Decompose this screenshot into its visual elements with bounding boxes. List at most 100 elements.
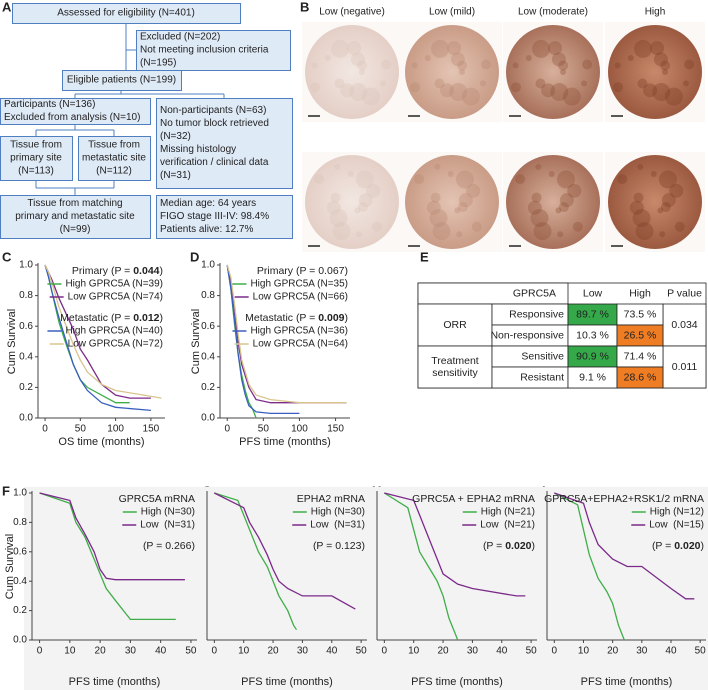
tissue-texture bbox=[613, 82, 624, 93]
survival-curve bbox=[554, 492, 695, 600]
table-row-label: Resistant bbox=[520, 371, 564, 383]
annotation: Metastatic (P = 0.012) bbox=[60, 312, 163, 324]
tissue-texture bbox=[429, 209, 448, 228]
x-tick-label: 40 bbox=[665, 646, 677, 657]
survival-curve bbox=[44, 264, 151, 412]
x-tick-label: 0 bbox=[37, 646, 43, 657]
chart-title: GPRC5A mRNA bbox=[119, 493, 195, 505]
plot-background bbox=[539, 487, 708, 690]
panel-label: B bbox=[300, 0, 309, 14]
tissue-texture bbox=[414, 174, 425, 185]
annotation-part: ) bbox=[160, 312, 164, 324]
tissue-texture bbox=[652, 83, 671, 102]
tissue-texture bbox=[466, 183, 481, 198]
tissue-texture bbox=[548, 41, 563, 56]
tissue-texture bbox=[643, 83, 658, 98]
panel-label: A bbox=[2, 0, 12, 14]
legend-label: High (N=21) bbox=[481, 507, 535, 518]
tissue-texture bbox=[357, 202, 368, 213]
tissue-texture bbox=[653, 52, 668, 67]
chart-title: GPRC5A + EPHA2 mRNA bbox=[412, 493, 535, 505]
y-tick-label: 0.8 bbox=[201, 290, 215, 301]
tissue-texture bbox=[329, 209, 348, 228]
tissue-texture bbox=[434, 163, 441, 170]
panel-label: E bbox=[420, 249, 429, 264]
tissue-texture bbox=[354, 207, 361, 214]
tissue-texture bbox=[434, 78, 445, 89]
flow-text: Missing histology bbox=[160, 144, 236, 155]
tissue-texture bbox=[558, 60, 569, 71]
x-axis-label: PFS time (months) bbox=[581, 676, 673, 688]
flow-text: Tissue from bbox=[10, 140, 62, 151]
flow-text: FIGO stage III-IV: 98.4% bbox=[160, 211, 269, 222]
y-tick-label: 1.0 bbox=[19, 260, 33, 271]
table-value: 26.5 % bbox=[624, 329, 657, 341]
tissue-texture bbox=[662, 69, 668, 75]
tissue-texture bbox=[481, 59, 492, 70]
x-tick-label: 20 bbox=[95, 646, 107, 657]
annotation-part: ) bbox=[701, 540, 705, 552]
tissue-core bbox=[506, 155, 600, 249]
x-tick-label: 150 bbox=[143, 424, 160, 435]
tissue-texture bbox=[556, 170, 575, 189]
flow-text: primary and metastatic site bbox=[15, 211, 135, 222]
tissue-texture bbox=[562, 87, 581, 106]
table-row-label: Non-responsive bbox=[490, 329, 564, 341]
annotation-part: 0.044 bbox=[133, 265, 159, 277]
x-axis-label: PFS time (months) bbox=[411, 676, 503, 688]
table-header: Low bbox=[583, 287, 603, 299]
tissue-texture bbox=[330, 192, 341, 203]
tissue-texture bbox=[635, 222, 654, 241]
y-axis-label: Cum Survival bbox=[190, 309, 202, 374]
annotation-part: 0.012 bbox=[133, 312, 159, 324]
tissue-texture bbox=[684, 59, 695, 70]
tissue-texture bbox=[314, 174, 325, 185]
legend-label: Low GPRC5A (N=72) bbox=[68, 339, 163, 350]
tissue-texture bbox=[582, 59, 593, 70]
tissue-texture bbox=[657, 207, 664, 214]
tissue-texture bbox=[461, 87, 480, 106]
tissue-texture bbox=[617, 174, 628, 185]
x-tick-label: 0 bbox=[224, 424, 230, 435]
survival-curve bbox=[554, 492, 625, 641]
y-tick-label: 0.6 bbox=[19, 321, 33, 332]
flow-box bbox=[156, 195, 293, 239]
tissue-texture bbox=[458, 193, 473, 208]
annotation-part: Metastatic (P = bbox=[245, 312, 318, 324]
x-axis-label: PFS time (months) bbox=[241, 676, 333, 688]
tissue-texture bbox=[551, 52, 566, 67]
x-tick-label: 30 bbox=[125, 646, 137, 657]
x-tick-label: 100 bbox=[107, 424, 124, 435]
flow-box bbox=[156, 98, 293, 189]
plot-background bbox=[199, 487, 369, 690]
legend-label: Low GPRC5A (N=64) bbox=[253, 339, 348, 350]
tissue-texture bbox=[340, 83, 355, 98]
tissue-texture bbox=[661, 193, 676, 208]
tissue-texture bbox=[532, 39, 551, 58]
tissue-texture bbox=[371, 221, 382, 232]
tissue-texture bbox=[311, 62, 318, 69]
tissue-texture bbox=[560, 69, 566, 75]
table-cell bbox=[616, 366, 664, 389]
tissue-texture bbox=[541, 83, 556, 98]
annotation: (P = 0.020) bbox=[652, 540, 704, 552]
tissue-texture bbox=[455, 170, 474, 189]
tissue-texture bbox=[659, 231, 666, 238]
table-value: 9.1 % bbox=[579, 371, 606, 383]
tissue-texture bbox=[411, 62, 418, 69]
flow-text: Tissue from matching bbox=[27, 198, 122, 209]
table-header: High bbox=[629, 287, 651, 299]
y-tick-label: 0.4 bbox=[19, 351, 33, 362]
survival-curve bbox=[39, 492, 176, 621]
tissue-texture bbox=[550, 83, 569, 102]
table-row-label: Responsive bbox=[509, 308, 564, 320]
table-group-label: Treatment bbox=[431, 355, 479, 367]
tissue-texture bbox=[331, 39, 350, 58]
y-tick-label: 0.8 bbox=[13, 517, 27, 528]
x-tick-label: 40 bbox=[496, 646, 508, 657]
survival-curve bbox=[383, 492, 459, 641]
legend-label: High (N=30) bbox=[311, 507, 365, 518]
annotation: (P = 0.123) bbox=[313, 540, 365, 552]
tissue-texture bbox=[614, 62, 621, 69]
table-p-value: 0.011 bbox=[672, 361, 698, 373]
